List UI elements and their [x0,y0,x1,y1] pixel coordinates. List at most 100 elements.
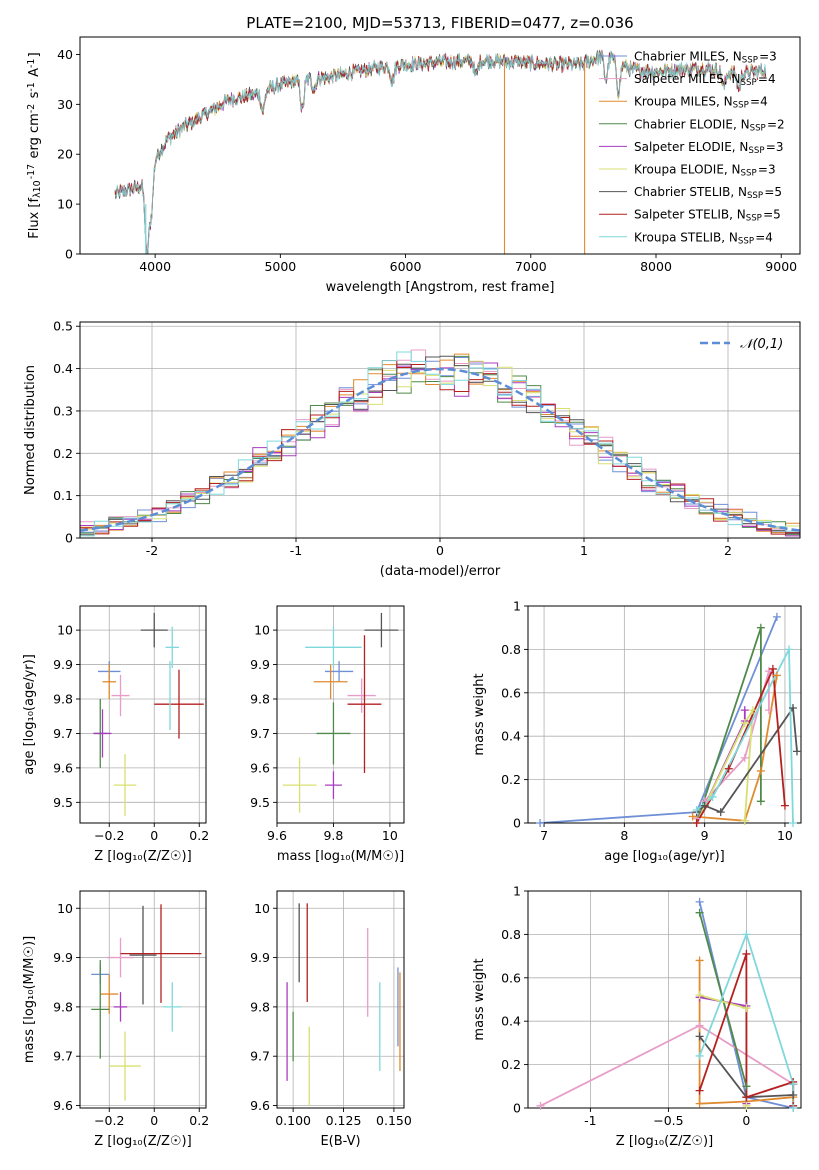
weight-marker [789,1090,798,1099]
plot-area [114,49,767,254]
y-tick-label: 9.9 [53,950,73,965]
weight-marker [708,792,717,801]
weight-marker [756,797,765,806]
legend-label: Salpeter STELIB, NSSP =5 [634,208,781,224]
axes-frame [79,605,207,824]
legend-label: Salpeter ELODIE, NSSP =3 [634,140,783,156]
x-tick-label: 0.100 [275,1113,311,1128]
weight-marker [700,801,709,810]
axes-frame [527,890,802,1109]
weight-marker [740,816,749,825]
x-tick-label: -1 [290,543,302,558]
age-vs-mass-panel: 9.6 9.8 10 9.5 9.6 9.7 9.8 9.9 10 mass [log₁₀(M/M… [250,605,405,864]
weight-marker [724,764,733,773]
plot-area [80,891,206,1108]
y-tick-label: 0.1 [53,488,73,503]
weight-marker [784,645,793,654]
x-tick-label: −0.2 [94,1113,124,1128]
y-tick-label: 10 [57,901,73,916]
y-tick-label: 0.2 [53,446,73,461]
legend-label: Kroupa ELODIE, NSSP =3 [634,163,776,179]
axes-frame [527,605,802,824]
plot-area [528,891,801,1108]
weight-marker [768,664,777,673]
y-tick-label: 0.3 [53,403,73,418]
x-tick-label: 0.125 [326,1113,362,1128]
y-tick-label: 9.7 [250,726,270,741]
spectrum-panel: 4000 5000 6000 7000 8000 9000 0 10 20 30 40 wavelen… [26,36,801,295]
weight-marker [788,703,797,712]
weight-marker [695,897,704,906]
y-tick-label: 0 [513,1101,521,1116]
weight-marker [780,801,789,810]
y-tick-label: 10 [57,623,73,638]
weight-marker [695,991,704,1000]
weight-marker [742,1082,751,1091]
y-tick-label: 0.4 [501,1014,521,1029]
x-tick-label: 0.2 [189,1113,209,1128]
y-tick-label: 0.2 [501,1057,521,1072]
weight-marker [695,956,704,965]
figure-title: PLATE=2100, MJD=53713, FIBERID=0477, z=0… [246,14,633,32]
weight-marker [764,667,773,676]
y-tick-label: 9.6 [53,760,73,775]
y-tick-label: 0.4 [53,361,73,376]
x-axis-label: wavelength [Angstrom, rest frame] [326,280,555,295]
weight-marker [536,819,545,827]
x-tick-label: 9.8 [323,828,343,843]
x-tick-label: 0 [150,828,158,843]
y-tick-label: 0.6 [501,970,521,985]
weight-marker [742,1004,751,1013]
weight-marker [740,719,749,728]
plot-area [80,322,800,538]
weight-marker [742,1093,751,1102]
y-axis-label: mass weight [472,958,487,1040]
weight-marker [695,1099,704,1108]
y-tick-label: 0.8 [501,927,521,942]
spectrum-line [114,50,767,254]
y-tick-label: 1 [513,599,521,614]
weight-line [695,709,754,823]
legend-label: Kroupa STELIB, NSSP =4 [634,230,773,246]
weight-marker [695,1051,704,1060]
x-tick-label: 9.6 [267,828,287,843]
histogram-step [80,351,800,538]
x-tick-label: 2 [724,543,732,558]
residual-histogram-panel: -2 -1 0 1 2 0 0.1 0.2 0.3 0.4 0.5 (data-model)/erro… [23,319,801,579]
weight-marker [756,623,765,632]
weight-marker [692,805,701,814]
x-tick-label: 7 [540,828,548,843]
weight-line [692,675,778,822]
legend-label: Chabrier ELODIE, NSSP =2 [634,117,785,133]
y-tick-label: 40 [57,47,73,62]
y-tick-label: 30 [57,97,73,112]
y-tick-label: 9.8 [53,999,73,1014]
weight-marker [742,949,751,958]
legend-label: 𝒩(0,1) [740,337,783,352]
x-tick-label: 9 [701,828,709,843]
x-tick-label: 10 [777,828,793,843]
y-axis-label: mass [log₁₀(M/M☉)] [22,936,37,1063]
x-tick-label: -2 [146,543,158,558]
y-tick-label: 9.5 [250,795,270,810]
x-axis-label: age [log₁₀(age/yr)] [604,849,725,864]
x-tick-label: 7000 [515,259,547,274]
x-tick-label: 0 [436,543,444,558]
weight-marker [695,1021,704,1030]
x-tick-label: 1 [580,543,588,558]
y-tick-label: 9.9 [53,657,73,672]
weight-marker [792,747,801,756]
weight-marker [695,1032,704,1041]
weight-marker [740,706,749,715]
plot-area [80,606,206,823]
y-axis-label: mass weight [472,673,487,755]
weight-marker [764,706,773,715]
x-axis-label: mass [log₁₀(M/M☉)] [277,849,404,864]
weight-line [539,616,778,823]
plot-area [277,606,404,823]
weight-line [698,960,794,1105]
y-tick-label: 1 [513,884,521,899]
y-tick-label: 9.9 [250,657,270,672]
y-tick-label: 0 [513,816,521,831]
x-axis-label: Z [log₁₀(Z/Z☉)] [616,1134,713,1149]
